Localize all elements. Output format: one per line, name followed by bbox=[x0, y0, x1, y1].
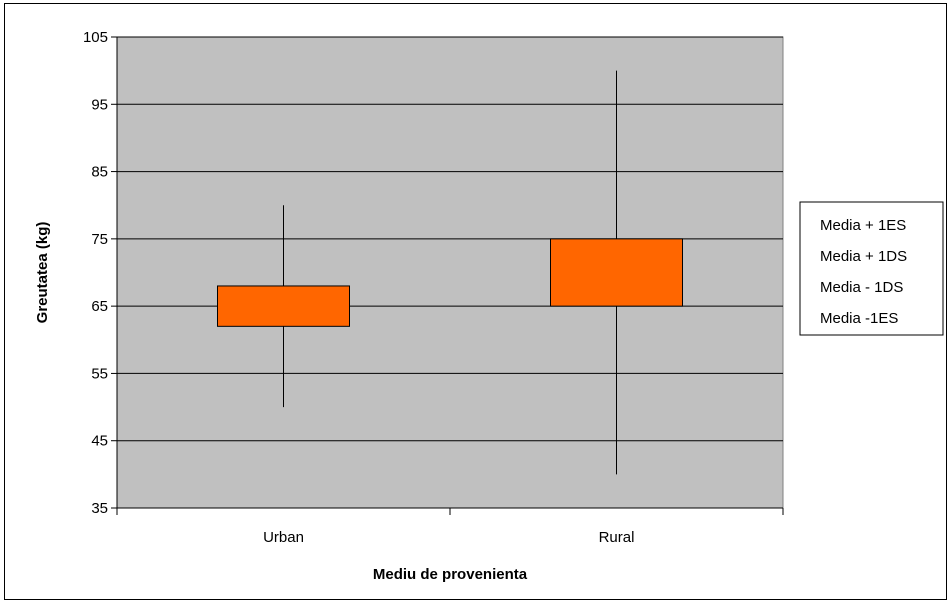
y-tick-label: 65 bbox=[91, 298, 108, 315]
legend-entry: Media + 1ES bbox=[820, 217, 906, 234]
y-tick-label: 95 bbox=[91, 96, 108, 113]
plot-area bbox=[116, 36, 784, 509]
y-tick-label: 105 bbox=[83, 29, 108, 46]
x-tick-label: Urban bbox=[263, 529, 304, 546]
legend-entry: Media - 1DS bbox=[820, 279, 903, 296]
box-rural bbox=[550, 238, 683, 307]
x-axis-title: Mediu de provenienta bbox=[373, 566, 528, 583]
legend-box bbox=[799, 201, 944, 336]
y-tick-label: 45 bbox=[91, 433, 108, 450]
x-tick-label: Rural bbox=[599, 529, 635, 546]
legend-entry: Media + 1DS bbox=[820, 248, 907, 265]
y-tick-label: 75 bbox=[91, 231, 108, 248]
y-tick-label: 85 bbox=[91, 164, 108, 181]
box-urban bbox=[217, 285, 350, 327]
legend-entry: Media -1ES bbox=[820, 310, 898, 327]
y-axis-title: Greutatea (kg) bbox=[34, 222, 51, 324]
y-tick-label: 35 bbox=[91, 500, 108, 517]
y-tick-label: 55 bbox=[91, 365, 108, 382]
